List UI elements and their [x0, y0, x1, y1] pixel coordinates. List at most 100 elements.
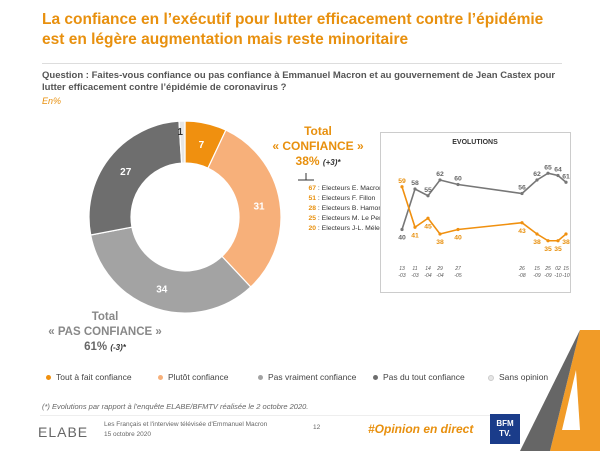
- elabe-a-logo-icon: [520, 330, 600, 451]
- evo-tick-label: -08: [518, 273, 525, 279]
- bracket-icon: [298, 173, 314, 181]
- evo-point: [426, 194, 430, 198]
- donut-slice: [89, 226, 252, 314]
- evo-point: [546, 171, 550, 175]
- evo-tick-label: 29: [436, 266, 443, 272]
- legend-dot: [488, 374, 494, 381]
- legend-dot: [258, 375, 263, 381]
- evo-tick-label: 02: [555, 266, 561, 272]
- evo-point: [413, 225, 417, 229]
- survey-question: Question : Faites-vous confiance ou pas …: [42, 70, 556, 93]
- evo-tick-label: -10: [562, 273, 569, 279]
- evo-value-label: 35: [544, 246, 552, 253]
- elabe-logo: ELABE: [38, 424, 89, 440]
- evo-value-label: 38: [562, 239, 570, 246]
- evolutions-frame: [380, 132, 571, 293]
- evo-point: [556, 239, 560, 243]
- evo-point: [400, 185, 404, 189]
- total-pas-title: « PAS CONFIANCE »: [48, 326, 162, 338]
- evo-value-label: 59: [398, 178, 406, 185]
- total-pas-pct: 61%: [84, 341, 108, 353]
- evo-value-label: 40: [398, 235, 406, 242]
- page-title: La confiance en l’exécutif pour lutter e…: [42, 11, 544, 48]
- evo-point: [546, 239, 550, 243]
- evolutions-title: EVOLUTIONS: [452, 139, 498, 146]
- evo-tick-label: 11: [412, 266, 417, 272]
- evo-point: [520, 221, 524, 225]
- elector-row: 67 : Electeurs E. Macron: [308, 185, 383, 192]
- evo-point: [564, 232, 568, 236]
- elector-row: 20 : Electeurs J-L. Mélenchon: [308, 225, 399, 232]
- donut-value-label: 31: [254, 201, 266, 212]
- evo-tick-label: 15: [563, 266, 569, 272]
- evo-value-label: 58: [411, 180, 419, 187]
- evo-value-label: 62: [436, 171, 444, 178]
- donut-value-label: 34: [156, 284, 168, 295]
- elector-row: 28 : Electeurs B. Hamon: [308, 205, 383, 212]
- evo-point: [438, 232, 442, 236]
- legend-dot: [158, 375, 163, 381]
- divider: [42, 63, 562, 64]
- evo-value-label: 45: [424, 223, 432, 230]
- bfmtv-logo: BFM TV.: [490, 414, 520, 444]
- evo-tick-label: -05: [454, 273, 461, 279]
- total-pas-change: (-3)*: [110, 343, 126, 352]
- evo-tick-label: 14: [425, 266, 431, 272]
- legend-item: Pas vraiment confiance: [258, 372, 356, 382]
- evo-value-label: 55: [424, 187, 432, 194]
- total-confiance-label: Total: [304, 124, 332, 138]
- evo-tick-label: -04: [424, 273, 431, 279]
- evo-point: [564, 180, 568, 184]
- evo-point: [426, 216, 430, 220]
- evo-value-label: 64: [554, 167, 562, 174]
- evo-series-line: [401, 186, 567, 242]
- electors-list: 67 : Electeurs E. Macron 51 : Electeurs …: [300, 184, 398, 234]
- evo-series-line: [401, 172, 567, 230]
- evo-tick-label: -09: [544, 273, 551, 279]
- evo-value-label: 35: [554, 246, 562, 253]
- elector-row: 25 : Electeurs M. Le Pen: [308, 215, 383, 222]
- total-confiance: Total « CONFIANCE » 38% (+3)*: [268, 124, 368, 170]
- legend-item: Plutôt confiance: [158, 372, 228, 382]
- evo-tick-label: -03: [411, 273, 418, 279]
- footer-divider: [40, 415, 510, 416]
- evo-tick-label: 25: [544, 266, 551, 272]
- evo-tick-label: -09: [533, 273, 540, 279]
- legend-item: Tout à fait confiance: [46, 372, 132, 382]
- total-confiance-title: « CONFIANCE »: [272, 139, 364, 153]
- donut-slice: [88, 120, 183, 236]
- footnote: (*) Evolutions par rapport à l’enquête E…: [42, 402, 309, 411]
- evo-tick-label: 15: [534, 266, 540, 272]
- evo-value-label: 41: [411, 232, 419, 239]
- donut-value-label: 27: [120, 167, 132, 178]
- hashtag: #Opinion en direct: [368, 422, 474, 436]
- total-confiance-pct: 38%: [295, 154, 320, 168]
- footer-info: Les Français et l'interview télévisée d'…: [104, 421, 268, 438]
- evo-value-label: 61: [562, 173, 570, 180]
- evo-point: [535, 178, 539, 182]
- evo-tick-label: -04: [436, 273, 443, 279]
- evo-value-label: 38: [436, 239, 444, 246]
- legend-dot: [373, 375, 378, 381]
- evo-tick-label: 13: [399, 266, 405, 272]
- total-pas-label: Total: [91, 311, 119, 323]
- evo-value-label: 43: [518, 228, 526, 235]
- evo-point: [456, 182, 460, 187]
- evo-point: [438, 178, 442, 182]
- elector-row: 51 : Electeurs F. Fillon: [308, 195, 376, 202]
- donut-slice: [178, 120, 186, 164]
- evo-tick-label: -03: [398, 273, 405, 279]
- evo-point: [520, 191, 524, 196]
- evo-point: [413, 187, 417, 191]
- evo-point: [535, 232, 539, 236]
- donut-value-label: 1: [177, 127, 183, 138]
- total-pas-confiance: Total « PAS CONFIANCE » 61% (-3)*: [40, 310, 170, 355]
- evo-point: [400, 227, 404, 232]
- total-confiance-change: (+3)*: [322, 158, 341, 167]
- evo-value-label: 62: [533, 171, 541, 178]
- evo-value-label: 65: [544, 164, 552, 171]
- evo-point: [556, 173, 560, 178]
- donut-slice: [207, 129, 282, 288]
- evo-point: [456, 227, 460, 232]
